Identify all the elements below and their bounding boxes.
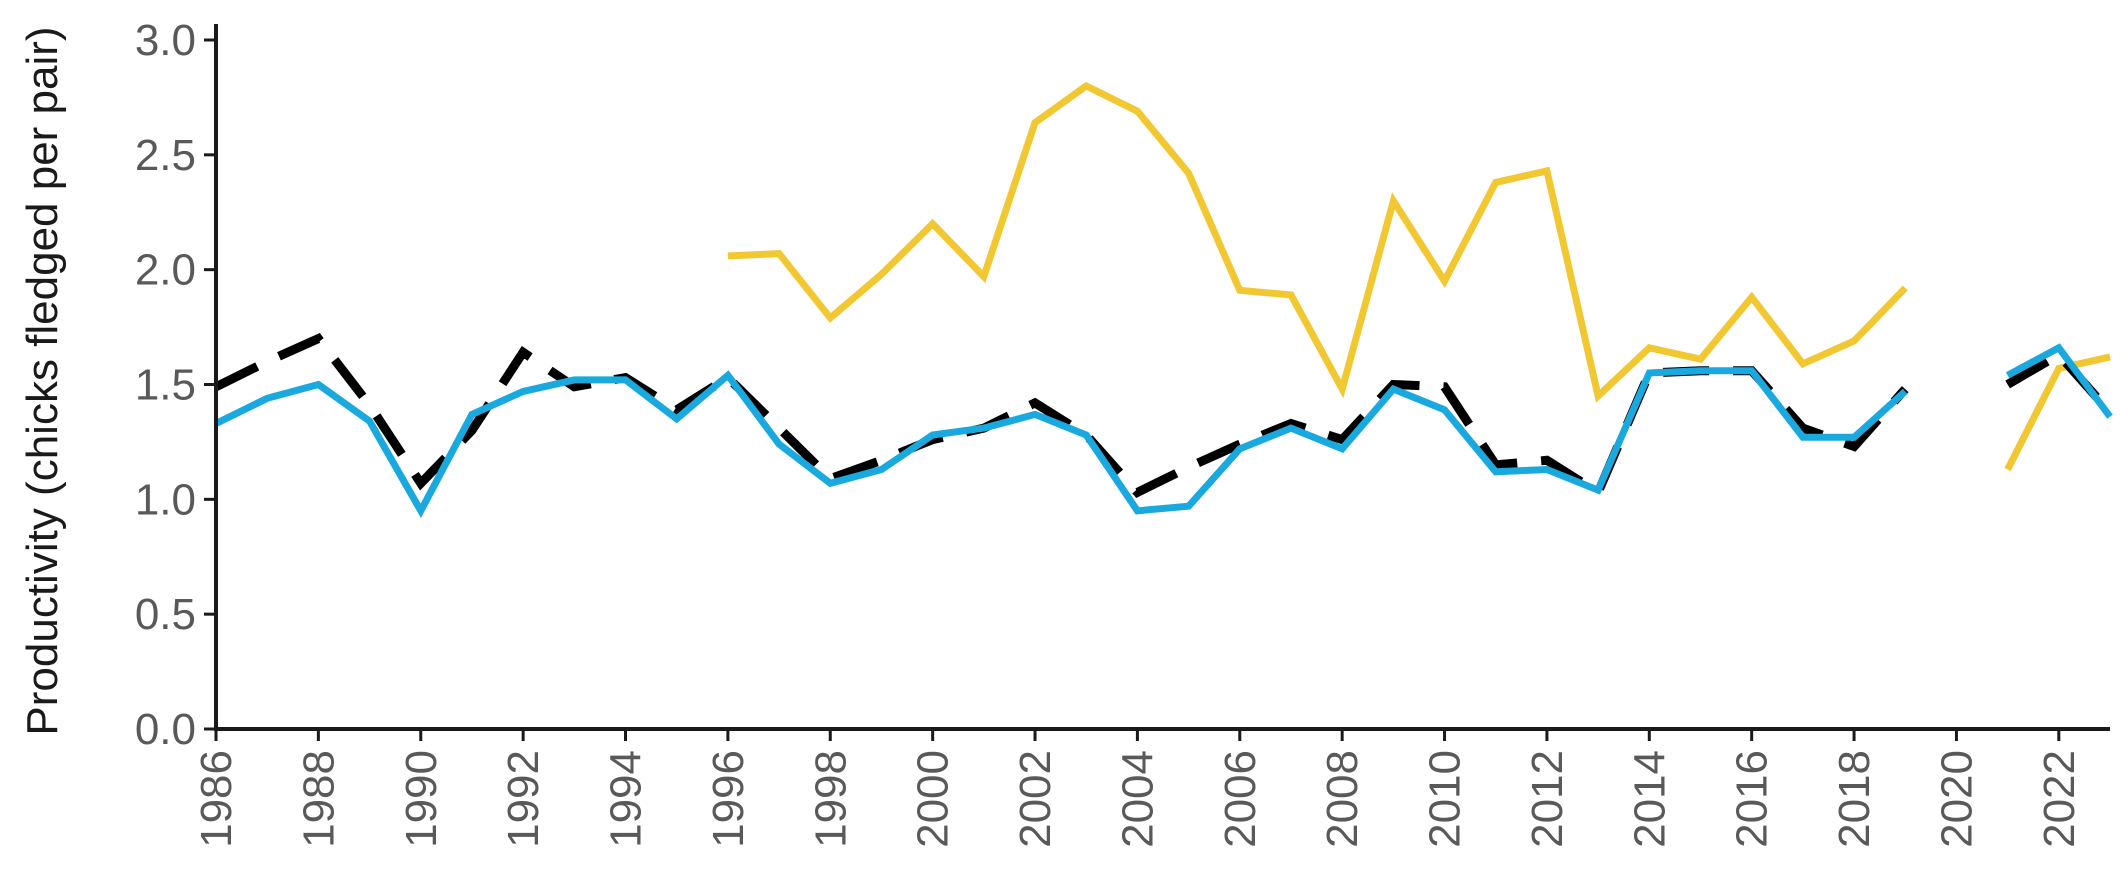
x-tick-label: 1988 [294,750,343,848]
x-axis-ticks: 1986 1988 1990 1992 1994 1996 1998 2000 2002 2004… [192,729,2084,848]
x-tick-label: 2020 [1932,750,1981,848]
x-tick-label: 2014 [1625,750,1674,848]
x-tick-label: 1992 [499,750,548,848]
x-tick-label: 2012 [1523,750,1572,848]
x-tick-label: 1994 [602,750,651,848]
x-tick-label: 2002 [1011,750,1060,848]
x-tick-label: 1986 [192,750,241,848]
series-line-2 [214,343,2113,519]
x-tick-label: 2006 [1216,750,1265,848]
x-tick-label: 2016 [1728,750,1777,848]
y-tick-label: 0.0 [135,705,196,754]
series-line-3 [214,333,2114,500]
y-tick-label: 0.5 [135,590,196,639]
x-tick-label: 1998 [806,750,855,848]
x-tick-label: 2010 [1421,750,1470,848]
x-tick-label: 2000 [909,750,958,848]
series-line-1 [727,81,2111,472]
x-tick-label: 1990 [397,750,446,848]
x-tick-label: 2022 [2035,750,2084,848]
x-tick-label: 1996 [704,750,753,848]
y-tick-label: 1.0 [135,475,196,524]
y-axis-title: Productivity (chicks fledged per pair) [18,26,67,735]
y-tick-label: 1.5 [135,361,196,410]
x-tick-label: 2008 [1318,750,1367,848]
x-tick-label: 2018 [1830,750,1879,848]
series-group [214,81,2114,519]
y-tick-label: 2.0 [135,246,196,295]
y-tick-label: 2.5 [135,131,196,180]
y-axis-ticks: 0.0 0.5 1.0 1.5 2.0 2.5 3.0 [135,16,216,754]
y-tick-label: 3.0 [135,16,196,65]
x-tick-label: 2004 [1113,750,1162,848]
